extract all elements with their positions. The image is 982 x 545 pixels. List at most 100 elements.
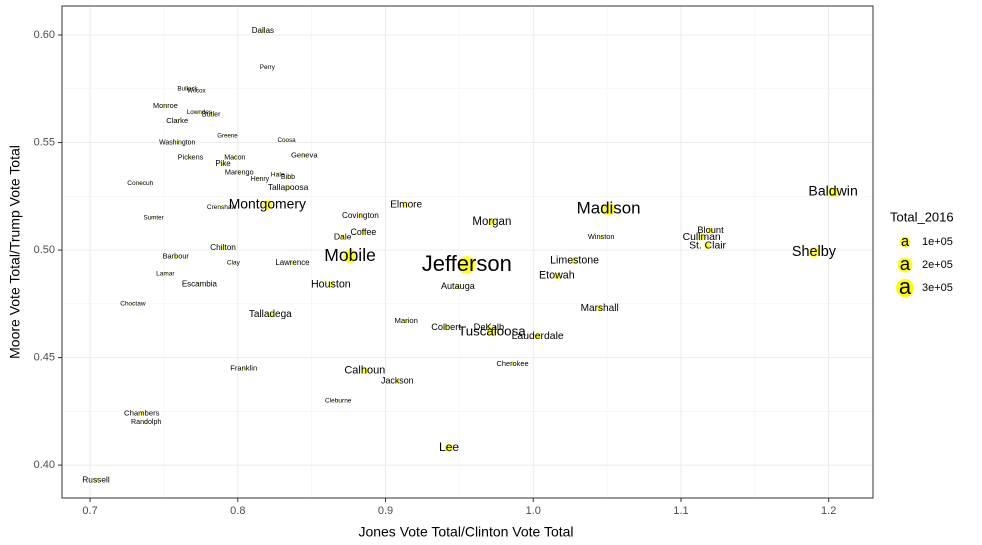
point: [276, 173, 280, 177]
point: [175, 141, 179, 145]
legend-key-glyph: a: [900, 253, 911, 274]
y-axis-title: Moore Vote Total/Trump Vote Total: [7, 145, 23, 359]
point: [226, 135, 229, 138]
point-label: Pike: [215, 159, 231, 168]
point: [198, 111, 201, 114]
point: [93, 477, 99, 483]
point: [209, 113, 213, 117]
point-label: Hale: [271, 172, 285, 179]
point-label: Wilcox: [187, 88, 206, 95]
point-label: Russell: [82, 474, 110, 484]
point-label: Covington: [342, 211, 379, 220]
point-label: Cherokee: [497, 359, 529, 368]
point: [262, 199, 273, 210]
point-label: Colbert: [431, 322, 461, 332]
point: [220, 205, 223, 209]
point: [360, 230, 366, 236]
point: [286, 175, 290, 179]
point: [343, 249, 357, 264]
point-label: Lowndes: [187, 109, 212, 116]
x-tick-label: 1.0: [526, 505, 541, 517]
point-label: Barbour: [163, 251, 190, 260]
point-label: Cleburne: [325, 397, 352, 404]
point: [302, 153, 307, 158]
point-label: Autauga: [441, 281, 476, 291]
point-label: Cullman: [683, 232, 721, 243]
point-label: Jefferson: [422, 251, 512, 276]
legend-key-glyph: a: [899, 274, 912, 299]
point: [241, 366, 246, 371]
point-label: Escambia: [182, 280, 218, 289]
point: [487, 327, 497, 337]
point-label: Mobile: [324, 245, 376, 265]
point: [221, 162, 225, 166]
panel: [62, 6, 873, 498]
point: [163, 104, 168, 108]
point: [488, 218, 496, 226]
point-label: Macon: [224, 153, 245, 161]
point-label: Choctaw: [120, 301, 146, 308]
point: [599, 235, 603, 239]
point: [571, 257, 578, 265]
point: [164, 272, 167, 275]
point: [266, 66, 269, 69]
point: [290, 261, 295, 265]
point-label: Perry: [260, 64, 276, 71]
point-label: Tuscaloosa: [458, 323, 526, 338]
x-tick-label: 0.8: [230, 505, 245, 517]
point-label: Monroe: [153, 101, 178, 110]
point-label: Talladega: [249, 309, 292, 320]
point-label: DeKalb: [474, 322, 505, 332]
point: [704, 242, 711, 249]
point-label: Blount: [697, 225, 724, 235]
point: [358, 213, 363, 218]
point-label: Calhoun: [344, 364, 385, 376]
point: [285, 139, 288, 142]
point-label: Clay: [227, 260, 241, 267]
point-label: Crenshaw: [207, 204, 237, 211]
point: [144, 420, 148, 424]
point-label: Bibb: [281, 173, 295, 181]
point-label: Chambers: [124, 409, 160, 418]
point: [131, 302, 135, 306]
point-label: Tallapoosa: [268, 182, 309, 192]
legend-key: [897, 257, 913, 273]
x-axis-title: Jones Vote Total/Clinton Vote Total: [358, 524, 573, 540]
point: [404, 319, 409, 323]
point-label: Dale: [334, 231, 352, 241]
point: [553, 272, 561, 280]
point-label: Coosa: [277, 137, 296, 144]
point: [186, 87, 189, 90]
x-tick-label: 1.2: [821, 505, 836, 517]
point-label: Houston: [311, 278, 351, 290]
point: [327, 281, 335, 288]
grid: [62, 6, 873, 498]
x-tick-label: 0.7: [82, 505, 97, 517]
point: [455, 284, 461, 290]
point-label: Sumter: [143, 214, 163, 221]
panel-border: [61, 5, 874, 499]
y-tick-label: 0.40: [34, 459, 55, 471]
point: [220, 245, 226, 251]
point: [188, 155, 193, 160]
point: [267, 311, 274, 318]
point: [260, 28, 265, 33]
point: [152, 216, 155, 219]
point-label: Franklin: [230, 363, 257, 372]
point-label: Conecuh: [127, 180, 153, 187]
point-label: Winston: [588, 232, 615, 241]
y-tick-label: 0.50: [34, 244, 55, 256]
point: [534, 332, 541, 340]
point: [361, 366, 369, 374]
point: [602, 202, 616, 216]
point-label: Marengo: [225, 168, 254, 177]
point: [232, 261, 235, 265]
point-label: Pickens: [178, 153, 204, 162]
point: [443, 324, 449, 331]
point-label: Randolph: [131, 418, 161, 426]
point: [707, 228, 714, 234]
point-label: Limestone: [550, 255, 599, 267]
point-label: Elmore: [390, 200, 422, 211]
